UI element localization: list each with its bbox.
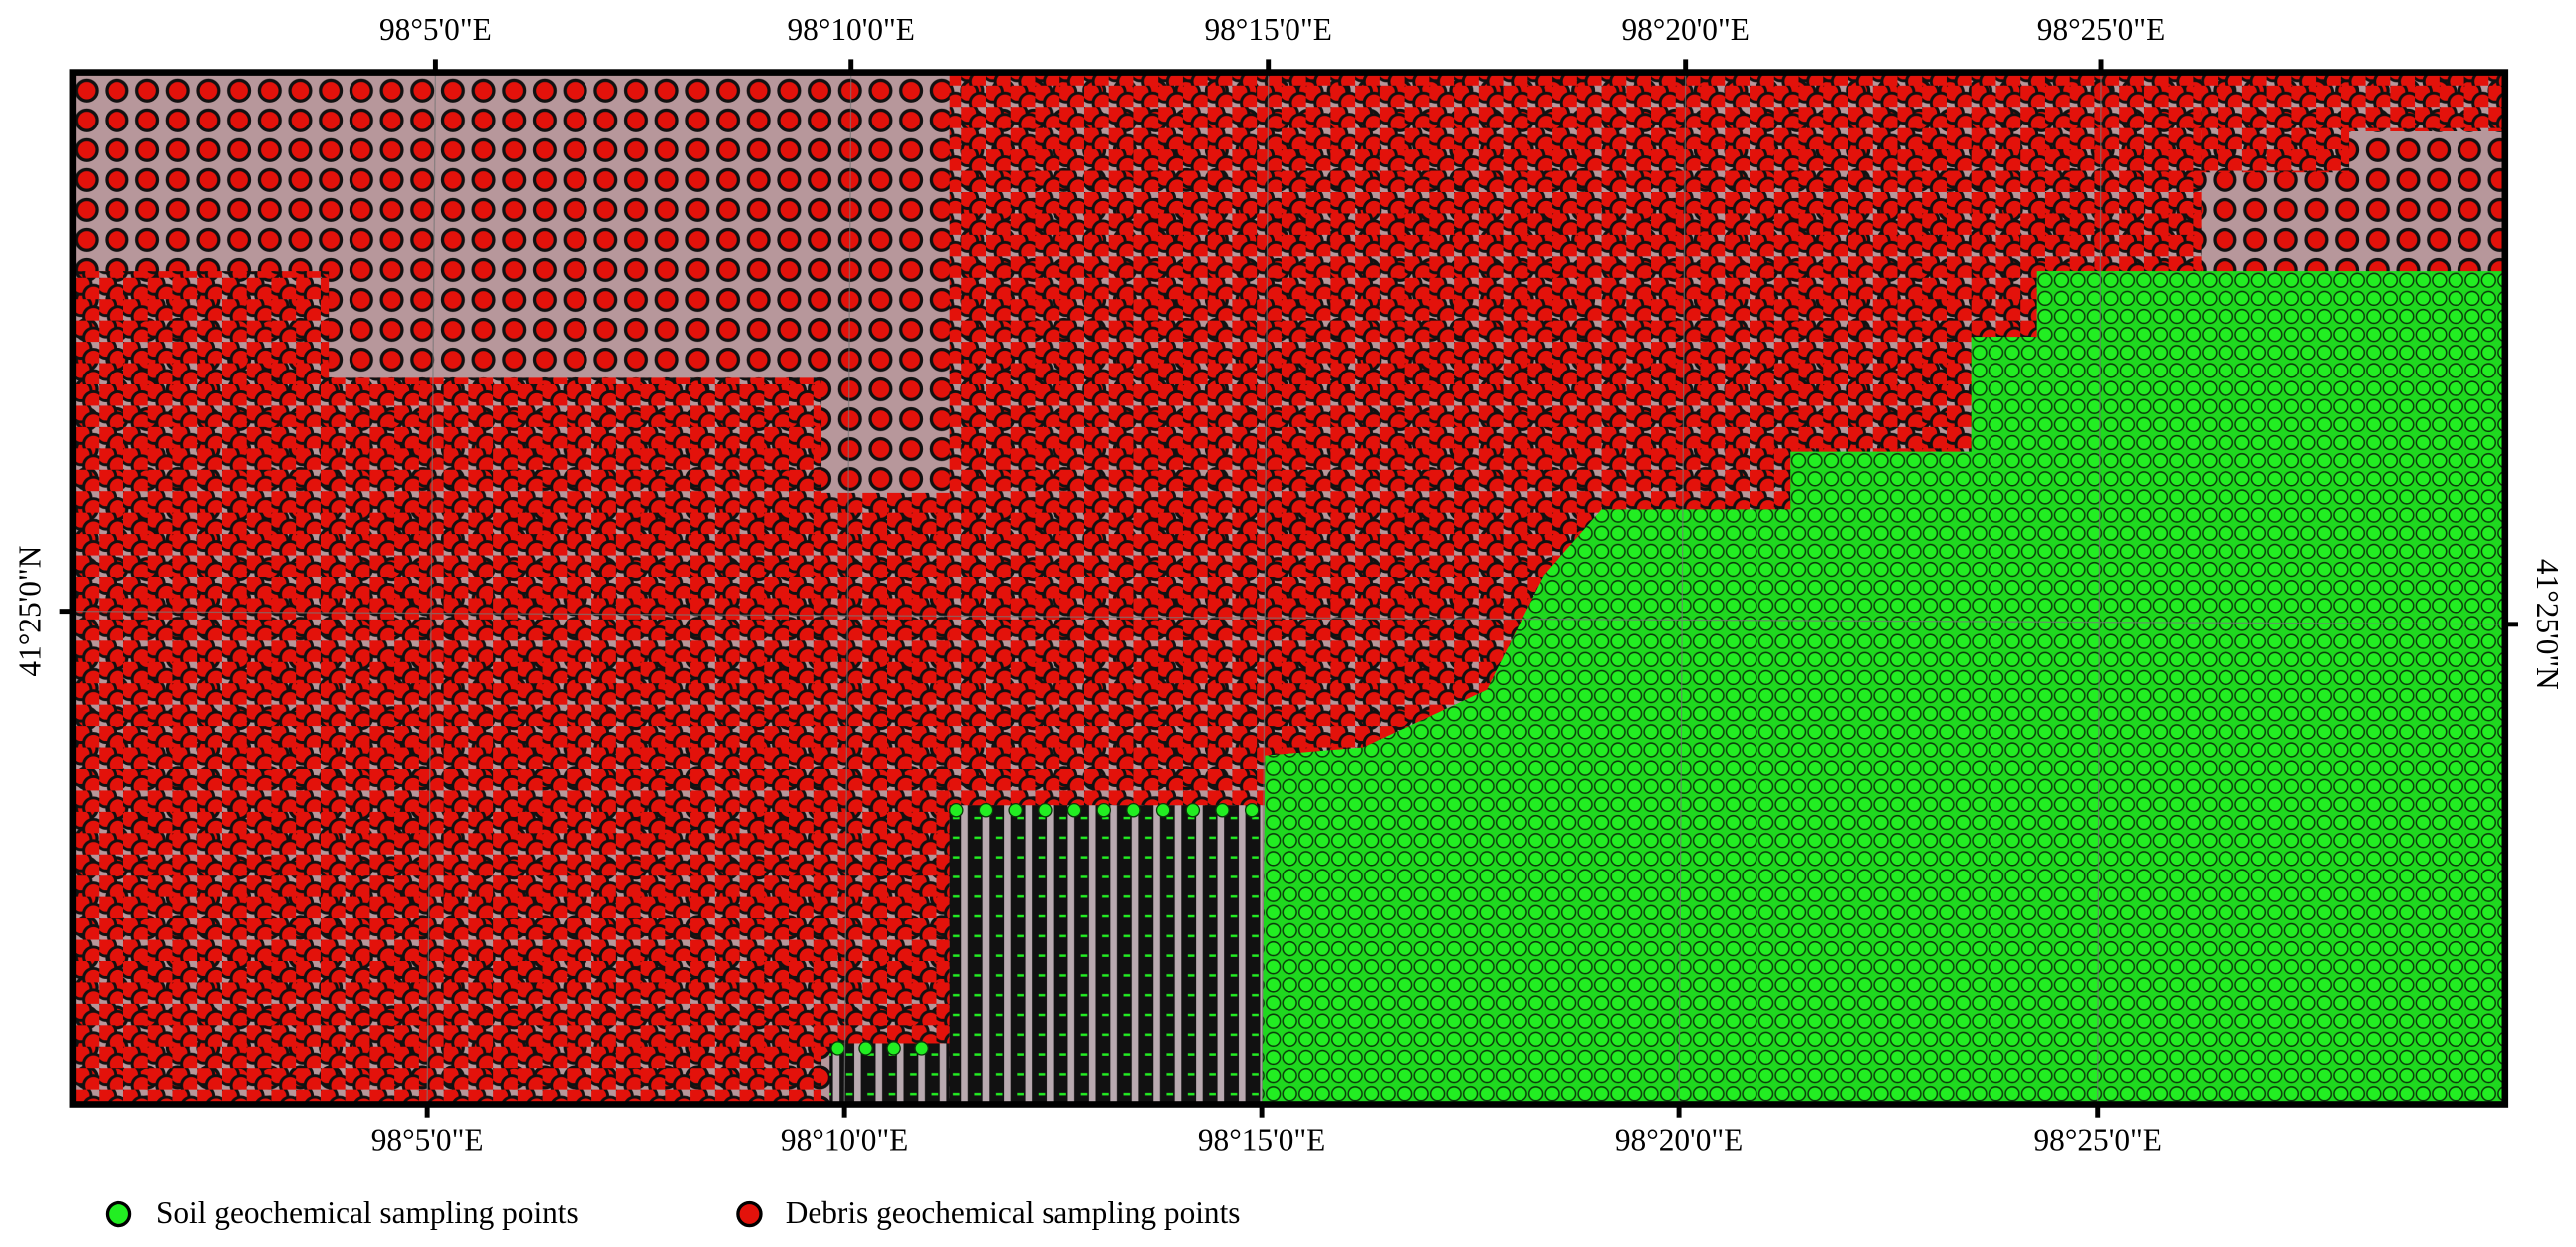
graticule: [72, 72, 2505, 1105]
debris-points-dense: [2201, 72, 2505, 173]
legend-label: Debris geochemical sampling points: [786, 1195, 1241, 1230]
bottom-label: 98°25'0"E: [2034, 1122, 2162, 1157]
soil-points-lines: [949, 805, 1263, 1105]
top-label: 98°15'0"E: [1204, 12, 1331, 47]
top-label: 98°25'0"E: [2037, 12, 2165, 47]
ticks: [59, 59, 2519, 1118]
soil-points: [1262, 271, 2505, 1105]
debris-points-dense: [949, 72, 2202, 806]
soil-points-row: [830, 802, 1260, 1056]
top-label: 98°20'0"E: [1621, 12, 1749, 47]
left-label: 41°25'0"N: [12, 546, 47, 677]
bottom-label: 98°15'0"E: [1198, 1122, 1325, 1157]
bottom-label: 98°10'0"E: [781, 1122, 908, 1157]
top-label: 98°5'0"E: [379, 12, 492, 47]
bottom-label: 98°20'0"E: [1615, 1122, 1743, 1157]
top-label: 98°10'0"E: [788, 12, 915, 47]
legend-label: Soil geochemical sampling points: [156, 1195, 579, 1230]
legend-swatch-soil: [105, 1200, 132, 1228]
bottom-label: 98°5'0"E: [371, 1122, 484, 1157]
legend-swatch-debris: [736, 1200, 763, 1228]
right-label: 41°25'0"N: [2530, 559, 2565, 690]
debris-points-dense: [72, 271, 950, 1105]
map-frame: [69, 69, 2509, 1108]
map-body: [72, 72, 2505, 1105]
